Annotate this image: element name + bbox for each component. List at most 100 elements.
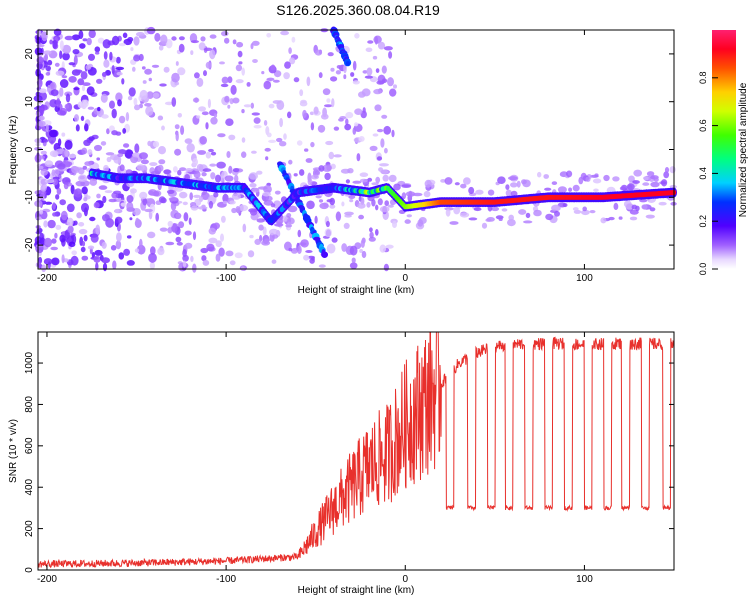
noise-cell [81, 241, 86, 247]
noise-cell [359, 249, 363, 253]
noise-cell [186, 143, 195, 153]
noise-cell [234, 174, 239, 183]
noise-cell [284, 61, 291, 69]
colorbar-ticks: 0.0 0.2 0.4 0.6 0.8 [698, 72, 718, 275]
noise-cell [379, 244, 387, 253]
halo-cell [543, 174, 549, 179]
noise-cell [175, 61, 179, 66]
halo-cell [544, 187, 552, 191]
halo-cell [460, 183, 467, 189]
halo-cell [516, 180, 521, 188]
noise-cell [362, 70, 368, 74]
noise-cell [276, 137, 283, 143]
halo-cell [286, 217, 295, 225]
noise-cell [123, 248, 130, 256]
noise-cell [116, 56, 121, 64]
halo-cell [589, 210, 596, 214]
noise-cell [210, 117, 218, 125]
halo-cell [182, 201, 188, 206]
noise-cell [330, 67, 335, 72]
halo-cell [213, 192, 219, 198]
noise-cell [213, 113, 218, 118]
noise-cell [118, 115, 126, 124]
halo-cell [473, 207, 482, 212]
halo-cell [468, 217, 478, 221]
halo-cell [82, 165, 88, 170]
noise-cell [266, 132, 272, 138]
halo-cell [318, 165, 325, 172]
halo-cell [347, 168, 354, 174]
halo-cell [625, 203, 634, 210]
noise-cell [94, 144, 102, 152]
noise-cell [243, 104, 252, 108]
noise-cell [57, 110, 66, 116]
noise-cell [241, 109, 245, 114]
noise-cell [329, 197, 336, 206]
noise-cell [163, 169, 171, 175]
noise-cell [86, 37, 92, 46]
noise-cell [66, 217, 74, 227]
halo-cell [487, 189, 495, 196]
halo-cell [265, 195, 273, 202]
noise-cell [254, 238, 261, 245]
noise-cell [62, 52, 70, 61]
noise-cell [376, 80, 385, 85]
noise-cell [124, 149, 134, 159]
halo-cell [578, 176, 584, 185]
halo-cell [557, 186, 567, 194]
halo-cell [463, 177, 471, 185]
noise-cell [373, 88, 382, 95]
noise-cell [49, 82, 55, 90]
noise-cell [200, 36, 206, 42]
halo-cell [388, 174, 397, 183]
halo-cell [344, 211, 354, 216]
noise-cell [81, 186, 88, 195]
noise-cell [261, 71, 265, 75]
halo-cell [359, 178, 368, 183]
y-tick-label: -20 [24, 237, 35, 252]
halo-cell [581, 209, 590, 216]
noise-cell [39, 209, 44, 215]
noise-cell [197, 150, 207, 155]
halo-cell [150, 171, 160, 175]
noise-cell [102, 214, 110, 222]
noise-cell [145, 106, 154, 116]
noise-cell [241, 151, 247, 158]
noise-cell [48, 129, 58, 138]
halo-cell [658, 201, 667, 206]
noise-cell [383, 263, 389, 272]
halo-cell [593, 188, 599, 192]
halo-cell [148, 189, 158, 196]
noise-cell [75, 124, 80, 132]
halo-cell [440, 179, 446, 183]
noise-cell [112, 260, 117, 270]
noise-cell [314, 49, 323, 56]
noise-cell [55, 224, 62, 230]
halo-cell [423, 190, 431, 198]
noise-cell [175, 131, 179, 142]
noise-cell [249, 234, 254, 239]
noise-cell [60, 210, 68, 221]
noise-cell [326, 98, 331, 103]
noise-cell [354, 122, 359, 127]
noise-cell [338, 118, 344, 122]
halo-cell [508, 176, 518, 181]
noise-cell [67, 225, 74, 234]
noise-cell [299, 101, 308, 107]
halo-cell [56, 187, 62, 195]
noise-cell [84, 123, 89, 132]
halo-cell [401, 184, 412, 189]
noise-cell [328, 151, 335, 160]
halo-cell [81, 147, 88, 155]
halo-cell [216, 161, 226, 169]
halo-cell [228, 165, 233, 174]
halo-cell [382, 174, 389, 182]
halo-cell [378, 167, 384, 172]
noise-cell [115, 216, 123, 224]
noise-cell [302, 109, 307, 119]
noise-cell [389, 88, 397, 97]
halo-cell [89, 178, 98, 186]
noise-cell [225, 250, 234, 257]
halo-cell [612, 176, 620, 182]
